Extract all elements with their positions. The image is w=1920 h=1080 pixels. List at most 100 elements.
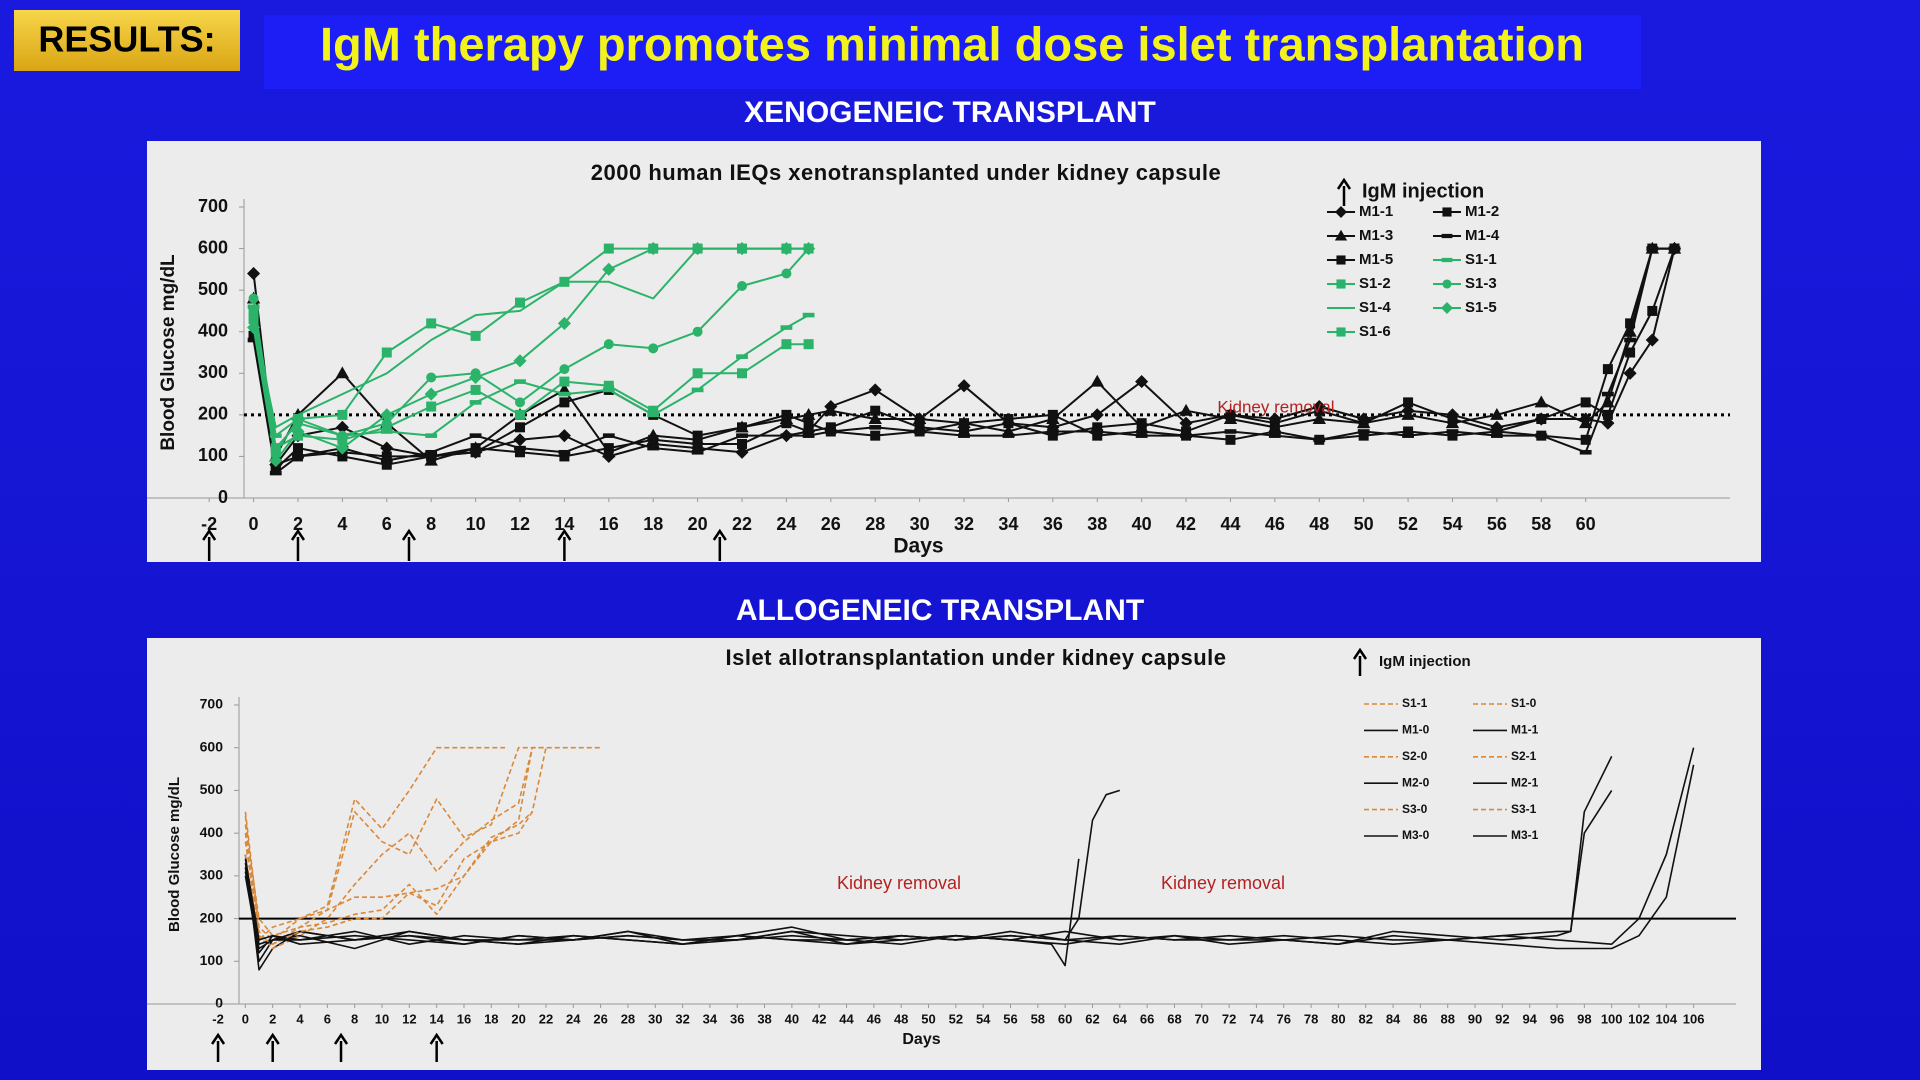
point-marker (1356, 416, 1371, 429)
x-tick-label: 92 (1495, 1011, 1509, 1026)
point-marker (914, 426, 925, 437)
point-marker (691, 242, 705, 256)
legend-label: M1-1 (1511, 723, 1539, 737)
point-marker (1602, 409, 1613, 420)
point-marker (1623, 366, 1637, 380)
x-tick-label: 94 (1522, 1011, 1537, 1026)
legend-arrow-head (1336, 177, 1352, 190)
point-marker (1223, 412, 1238, 425)
point-marker (803, 339, 814, 350)
point-marker (781, 339, 792, 350)
point-marker (337, 434, 348, 445)
x-tick-label: 24 (776, 514, 796, 534)
x-tick-label: 106 (1683, 1011, 1705, 1026)
legend-label: S3-1 (1511, 802, 1537, 816)
legend-label: S2-1 (1511, 749, 1537, 763)
x-tick-label: 16 (599, 514, 619, 534)
point-marker (735, 242, 749, 256)
point-marker (1624, 337, 1636, 343)
point-marker (1645, 333, 1659, 347)
x-tick-label: -2 (212, 1011, 224, 1026)
x-tick-label: 96 (1550, 1011, 1564, 1026)
point-marker (381, 451, 392, 462)
x-tick-label: 58 (1031, 1011, 1045, 1026)
point-marker (737, 280, 748, 291)
x-tick-label: -2 (201, 514, 217, 534)
x-tick-label: 10 (466, 514, 486, 534)
point-marker (514, 297, 525, 308)
point-marker (603, 339, 614, 350)
point-marker (1647, 305, 1658, 316)
point-marker (870, 430, 881, 441)
legend-label: S1-6 (1359, 323, 1391, 340)
point-marker (603, 243, 614, 254)
point-marker (425, 433, 438, 438)
x-tick-label: 26 (593, 1011, 607, 1026)
injection-arrow-head (333, 1032, 349, 1045)
x-tick-label: 48 (1309, 514, 1329, 534)
x-tick-label: 40 (1132, 514, 1152, 534)
x-tick-label: 36 (730, 1011, 744, 1026)
y-tick-label: 200 (200, 909, 224, 925)
point-marker (270, 443, 281, 454)
y-tick-label: 0 (215, 995, 223, 1011)
title-banner (264, 15, 1641, 89)
point-marker (1090, 408, 1104, 422)
series-line (244, 747, 1695, 950)
chart-title: Islet allotransplantation under kidney c… (725, 645, 1226, 670)
x-tick-label: 86 (1413, 1011, 1427, 1026)
point-marker (335, 366, 350, 379)
point-marker (692, 430, 703, 441)
point-marker (426, 372, 437, 383)
point-marker (1358, 430, 1369, 441)
point-marker (736, 354, 748, 359)
point-marker (781, 409, 792, 420)
series-line (244, 764, 1695, 950)
injection-arrow-head (712, 528, 727, 541)
x-tick-label: 58 (1531, 514, 1551, 534)
point-marker (1447, 430, 1458, 441)
point-marker (602, 445, 616, 458)
point-marker (868, 412, 882, 425)
legend-marker (1335, 206, 1347, 218)
x-tick-label: 54 (1442, 514, 1462, 534)
y-axis-label: Blood Glucose mg/dL (166, 777, 183, 932)
point-marker (1580, 397, 1591, 408)
legend-label: M1-5 (1359, 251, 1393, 268)
point-marker (558, 391, 571, 397)
x-tick-label: 0 (249, 514, 259, 534)
point-marker (1403, 397, 1414, 408)
point-marker (602, 433, 615, 438)
legend-label: M2-0 (1402, 775, 1430, 789)
x-tick-label: 42 (1176, 514, 1196, 534)
x-tick-label: 34 (703, 1011, 718, 1026)
legend-title: IgM injection (1362, 180, 1484, 202)
injection-arrow-head (557, 528, 572, 541)
point-marker (692, 326, 703, 337)
point-marker (269, 470, 282, 476)
legend-label: M3-1 (1511, 828, 1539, 842)
x-tick-label: 16 (457, 1011, 471, 1026)
x-axis-label: Days (902, 1031, 940, 1048)
x-tick-label: 38 (1087, 514, 1107, 534)
point-marker (1047, 409, 1058, 420)
legend-label: S3-0 (1402, 802, 1428, 816)
point-marker (648, 405, 659, 416)
x-tick-label: 74 (1249, 1011, 1264, 1026)
x-tick-label: 78 (1304, 1011, 1318, 1026)
point-marker (557, 316, 571, 330)
legend-marker (1441, 257, 1453, 263)
point-marker (381, 422, 392, 433)
y-axis-label: Blood Glucose mg/dL (158, 254, 179, 451)
point-marker (825, 426, 836, 437)
results-label: RESULTS: (38, 19, 215, 60)
legend-label: S1-1 (1402, 696, 1428, 710)
x-tick-label: 2 (293, 514, 303, 534)
point-marker (735, 445, 749, 459)
legend-label: M1-3 (1359, 227, 1393, 244)
legend-marker (1336, 279, 1346, 289)
x-tick-label: 62 (1085, 1011, 1099, 1026)
point-marker (558, 449, 571, 455)
